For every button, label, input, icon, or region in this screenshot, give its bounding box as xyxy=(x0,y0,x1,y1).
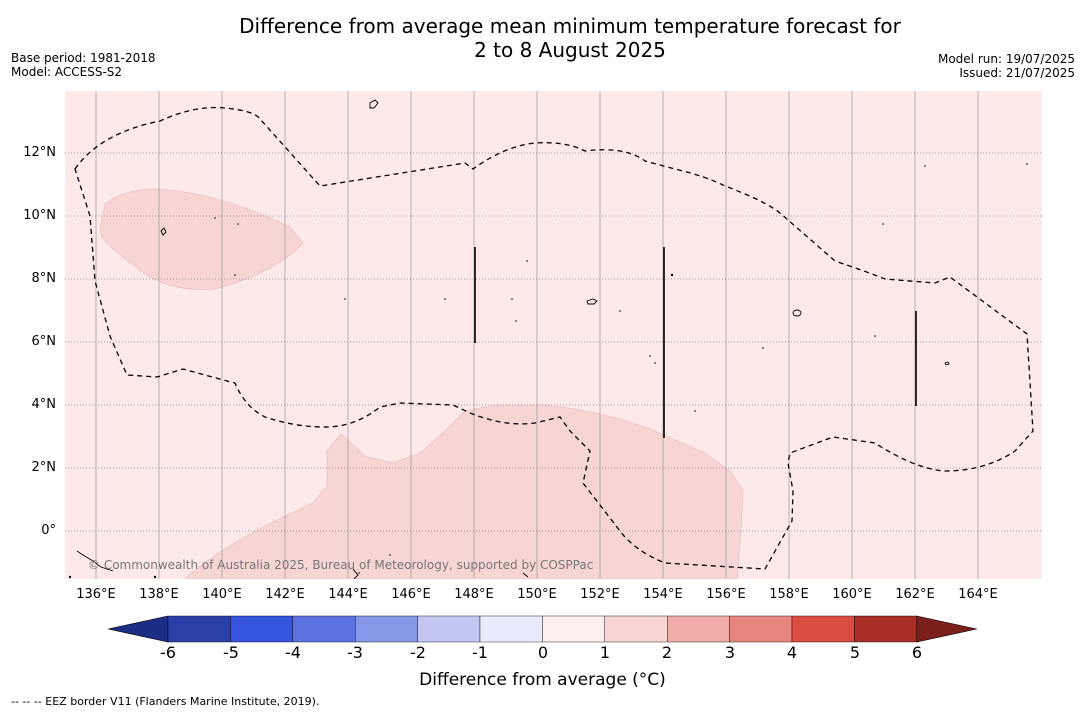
lat-label-10n: 10°N xyxy=(23,208,56,223)
cb-tick-1: 1 xyxy=(599,643,611,662)
colorbar-cell xyxy=(791,615,855,643)
cb-tick-0: 0 xyxy=(537,643,549,662)
parallel-lines xyxy=(65,152,1042,532)
lon-label-164e: 164°E xyxy=(958,587,998,602)
lon-label-150e: 150°E xyxy=(517,587,557,602)
anomaly-area-west xyxy=(99,188,304,290)
colorbar-cell xyxy=(667,615,730,643)
meridian-lines xyxy=(95,91,979,579)
lon-label-136e: 136°E xyxy=(76,587,116,602)
lon-label-140e: 140°E xyxy=(202,587,242,602)
colorbar-cell xyxy=(479,615,543,643)
colorbar xyxy=(108,615,977,643)
lat-label-12n: 12°N xyxy=(23,145,56,160)
lat-label-0: 0° xyxy=(41,523,56,538)
lon-label-148e: 148°E xyxy=(454,587,494,602)
lon-label-162e: 162°E xyxy=(895,587,935,602)
model-run: Model run: 19/07/2025 xyxy=(937,52,1075,66)
small-islets xyxy=(68,163,1028,579)
lon-label-144e: 144°E xyxy=(328,587,368,602)
eez-border xyxy=(74,106,1034,570)
colorbar-cell xyxy=(604,615,668,643)
cb-tick-neg6: -6 xyxy=(160,643,176,662)
cb-tick-5: 5 xyxy=(849,643,861,662)
cb-tick-3: 3 xyxy=(724,643,736,662)
base-period: Base period: 1981-2018 xyxy=(11,51,156,65)
map-svg xyxy=(65,91,1042,580)
copyright-notice: © Commonwealth of Australia 2025, Bureau… xyxy=(88,558,594,572)
colorbar-cell xyxy=(230,615,294,643)
colorbar-cell xyxy=(542,615,605,643)
colorbar-label: Difference from average (°C) xyxy=(419,670,666,690)
lon-label-138e: 138°E xyxy=(139,587,179,602)
map-title: Difference from average mean minimum tem… xyxy=(170,14,970,62)
colorbar-cell xyxy=(167,615,231,643)
meta-right: Model run: 19/07/2025 Issued: 21/07/2025 xyxy=(938,52,1075,80)
cb-tick-neg1: -1 xyxy=(472,643,488,662)
meta-left: Base period: 1981-2018 Model: ACCESS-S2 xyxy=(11,51,156,79)
lon-label-152e: 152°E xyxy=(580,587,620,602)
lon-label-158e: 158°E xyxy=(769,587,809,602)
eez-segments xyxy=(474,247,917,438)
lon-label-154e: 154°E xyxy=(643,587,683,602)
islands xyxy=(76,99,950,580)
cb-tick-4: 4 xyxy=(786,643,798,662)
cb-tick-neg2: -2 xyxy=(410,643,426,662)
title-line-1: Difference from average mean minimum tem… xyxy=(239,14,901,38)
cb-tick-neg4: -4 xyxy=(285,643,301,662)
lon-label-142e: 142°E xyxy=(265,587,305,602)
lon-label-160e: 160°E xyxy=(832,587,872,602)
issued-date: Issued: 21/07/2025 xyxy=(959,66,1075,80)
lat-label-8n: 8°N xyxy=(31,271,57,286)
colorbar-cell xyxy=(854,615,918,643)
cb-tick-6: 6 xyxy=(911,643,923,662)
lat-label-2n: 2°N xyxy=(31,460,57,475)
colorbar-extend-low xyxy=(108,615,169,643)
colorbar-cell xyxy=(292,615,356,643)
anomaly-area-south xyxy=(184,404,744,580)
colorbar-extend-high xyxy=(916,615,977,643)
title-line-2: 2 to 8 August 2025 xyxy=(474,38,666,62)
cb-tick-neg3: -3 xyxy=(347,643,363,662)
map-area[interactable] xyxy=(65,91,1042,580)
lat-label-6n: 6°N xyxy=(31,334,57,349)
eez-footnote: -- -- -- EEZ border V11 (Flanders Marine… xyxy=(11,695,320,708)
model-name: Model: ACCESS-S2 xyxy=(11,65,123,79)
colorbar-cells xyxy=(108,615,977,643)
colorbar-cell xyxy=(354,615,418,643)
cb-tick-neg5: -5 xyxy=(223,643,239,662)
colorbar-cell xyxy=(729,615,793,643)
lon-label-156e: 156°E xyxy=(706,587,746,602)
colorbar-cell xyxy=(417,615,481,643)
cb-tick-2: 2 xyxy=(661,643,673,662)
lon-label-146e: 146°E xyxy=(391,587,431,602)
lat-label-4n: 4°N xyxy=(31,397,57,412)
